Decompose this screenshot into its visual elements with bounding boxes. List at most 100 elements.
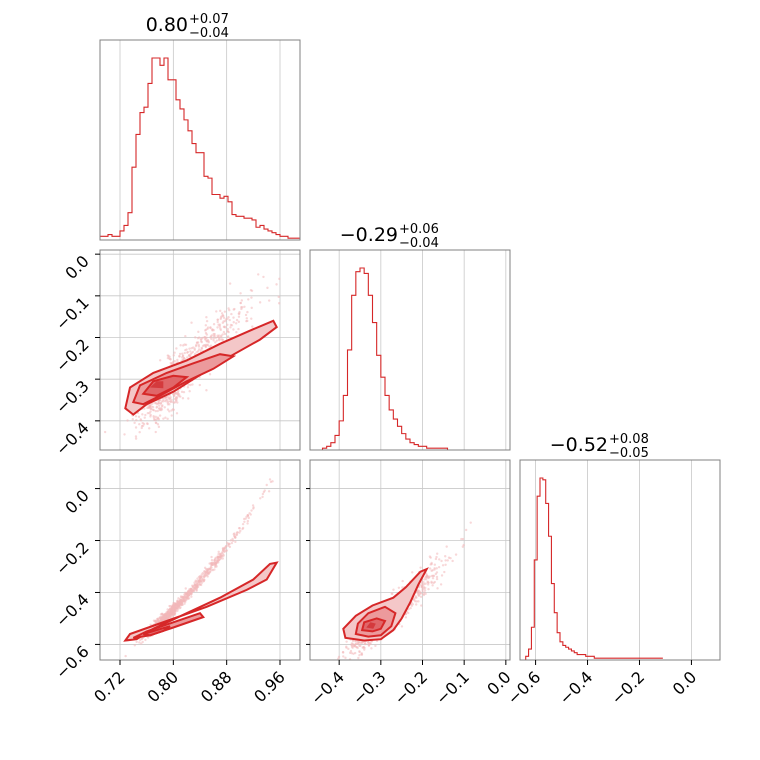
sample-point (173, 612, 176, 615)
sample-point (186, 356, 189, 359)
sample-point (200, 340, 203, 344)
sample-point (434, 572, 438, 576)
sample-point (239, 301, 242, 305)
sample-point (204, 568, 208, 571)
sample-point (181, 397, 185, 400)
x-tick-label: −0.3 (349, 667, 390, 708)
sample-point (212, 323, 216, 326)
sample-point (440, 574, 444, 577)
sample-point (180, 603, 184, 607)
contour-line-level-2 (354, 605, 397, 638)
sample-point (172, 354, 176, 357)
sample-point (143, 416, 146, 419)
histogram-step-line (100, 57, 300, 239)
sample-point (174, 400, 177, 404)
sample-point (246, 522, 249, 525)
sample-point (219, 317, 222, 321)
sample-point (149, 410, 152, 413)
sample-point (194, 336, 197, 339)
scatter-frame (309, 459, 511, 661)
sample-point (187, 383, 190, 386)
y-tick-label: 0.0 (61, 486, 92, 517)
sample-point (221, 547, 225, 550)
sample-point (191, 383, 194, 386)
sample-point (170, 362, 173, 365)
sample-point (141, 413, 144, 416)
sample-point (230, 312, 233, 316)
sample-point (215, 565, 218, 568)
sample-point (239, 529, 242, 533)
sample-point (434, 557, 438, 561)
sample-point (183, 602, 186, 605)
sample-point (231, 537, 234, 541)
sample-point (205, 389, 208, 392)
sample-point (152, 416, 156, 419)
sample-point (186, 596, 190, 600)
x-axis-param-2: −0.4 −0.3 −0.2 −0.1 0.0 (307, 660, 515, 708)
y-tick-label: −0.4 (52, 418, 93, 459)
sample-point (198, 383, 201, 387)
sample-point (212, 339, 215, 342)
sample-point (223, 310, 227, 313)
sample-point (186, 386, 190, 389)
sample-point (144, 638, 147, 642)
sample-point (244, 517, 247, 520)
y-tick-label: −0.1 (52, 293, 93, 334)
sample-point (161, 404, 164, 407)
sample-point (233, 532, 236, 535)
sample-point (156, 409, 159, 413)
sample-point (223, 332, 227, 336)
sample-point (444, 555, 447, 558)
sample-point (225, 549, 229, 552)
sample-point (435, 567, 438, 570)
param-title-minus: −0.04 (189, 26, 229, 41)
sample-point (232, 321, 235, 324)
sample-point (212, 332, 215, 336)
sample-point (240, 299, 244, 302)
sample-point (144, 413, 147, 417)
sample-point (444, 563, 447, 567)
sample-point (206, 344, 210, 347)
sample-point (146, 406, 149, 410)
sample-point (204, 574, 208, 577)
sample-point (187, 397, 190, 400)
sample-point (135, 640, 138, 644)
sample-point (155, 406, 158, 409)
sample-point (275, 283, 278, 286)
param-title-plus: +0.06 (399, 222, 439, 237)
sample-point (146, 422, 149, 426)
sample-point (315, 400, 317, 402)
sample-point (358, 644, 361, 648)
sample-point (414, 596, 417, 599)
sample-point (219, 327, 222, 330)
sample-point (158, 359, 162, 362)
sample-point (425, 574, 429, 578)
x-tick-label: −0.1 (432, 667, 473, 708)
sample-point (195, 584, 198, 588)
sample-point (181, 358, 185, 362)
sample-point (226, 317, 229, 320)
sample-point (158, 404, 161, 407)
sample-point (208, 373, 212, 376)
sample-point (226, 327, 229, 331)
x-tick-label: 0.88 (197, 667, 236, 706)
sample-point (241, 522, 245, 526)
sample-point (229, 539, 233, 542)
sample-point (227, 335, 230, 338)
sample-point (235, 318, 239, 322)
sample-point (218, 338, 221, 342)
sample-point (294, 440, 296, 442)
panel-content (337, 521, 472, 660)
sample-point (246, 310, 249, 314)
panel-content (103, 273, 281, 440)
sample-point (162, 417, 165, 420)
sample-point (231, 539, 235, 543)
sample-point (250, 306, 253, 310)
sample-point (464, 528, 468, 532)
y-tick-label: −0.2 (52, 538, 93, 579)
sample-point (178, 355, 181, 358)
sample-point (250, 509, 253, 512)
sample-point (261, 492, 265, 496)
sample-point (420, 586, 424, 589)
sample-point (168, 410, 171, 413)
